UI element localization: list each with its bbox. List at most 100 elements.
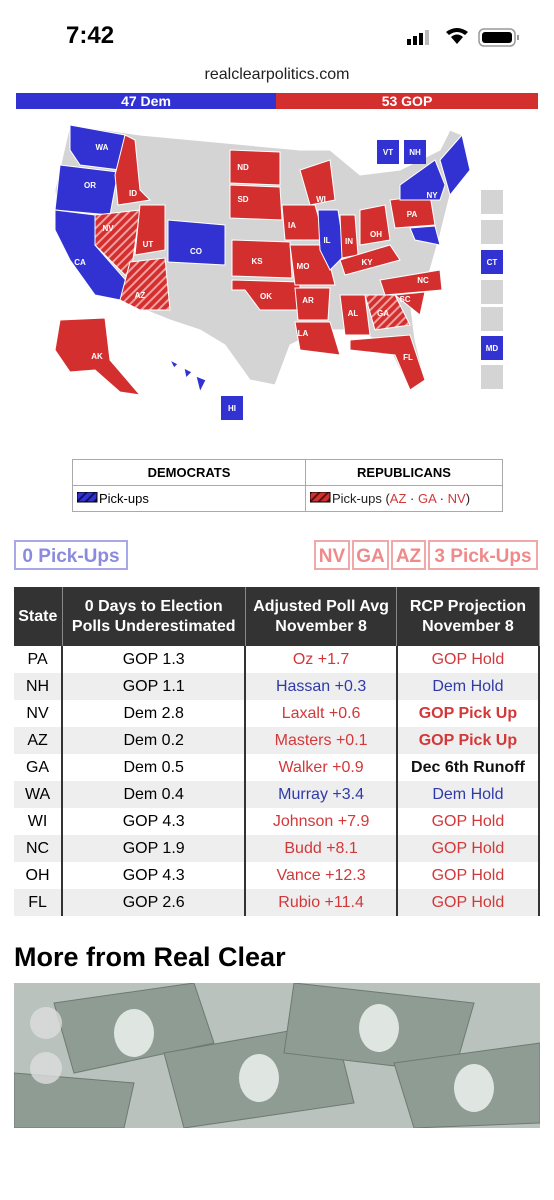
state-label: PA: [407, 210, 418, 219]
table-row: GA Dem 0.5 Walker +0.9 Dec 6th Runoff: [14, 754, 541, 781]
table-cell: AZ: [14, 727, 64, 754]
state-label: KS: [251, 257, 263, 266]
table-cell: PA: [14, 646, 64, 673]
header-line: Adjusted Poll Avg: [253, 597, 389, 615]
table-cell: OH: [14, 862, 64, 889]
state-label: HI: [228, 404, 236, 413]
table-cell: NV: [14, 700, 64, 727]
table-cell: Budd +8.1: [245, 835, 398, 862]
table-cell: GOP Hold: [396, 862, 541, 889]
table-cell: GOP 2.6: [62, 889, 247, 916]
table-cell: Dem Hold: [396, 781, 541, 808]
state-label: UT: [143, 240, 154, 249]
state-label: GA: [377, 309, 389, 318]
state-label: AK: [91, 352, 103, 361]
state-label: AL: [348, 309, 359, 318]
table-cell: Dem 0.2: [62, 727, 247, 754]
state-label: CA: [74, 258, 86, 267]
table-cell: GOP 1.9: [62, 835, 247, 862]
state-label: NH: [409, 148, 421, 157]
header-line: November 8: [422, 617, 514, 635]
legend-gop-text: Pick-ups (: [332, 491, 390, 506]
table-cell: Vance +12.3: [245, 862, 398, 889]
table-cell: NH: [14, 673, 64, 700]
table-header: RCP Projection November 8: [396, 587, 540, 646]
table-cell: Dem 0.4: [62, 781, 247, 808]
state-label: VT: [383, 148, 393, 157]
table-cell: Laxalt +0.6: [245, 700, 398, 727]
state-label: MO: [297, 262, 310, 271]
header-line: November 8: [275, 617, 367, 635]
table-cell: GOP Hold: [396, 808, 541, 835]
legend-gop-text: ): [465, 491, 471, 506]
legend-dem-row: Pick-ups: [73, 486, 306, 511]
map-legend: DEMOCRATS REPUBLICANS Pick-ups Pick-ups …: [72, 459, 503, 512]
state-label: AZ: [135, 291, 146, 300]
article-image[interactable]: [14, 983, 540, 1128]
state-label: ID: [129, 189, 137, 198]
dem-seats: 47 Dem: [16, 93, 276, 109]
table-row: WI GOP 4.3 Johnson +7.9 GOP Hold: [14, 808, 541, 835]
state-label: CT: [487, 258, 498, 267]
section-title: More from Real Clear: [14, 942, 286, 972]
state-label: ND: [237, 163, 249, 172]
table-cell: Walker +0.9: [245, 754, 398, 781]
header-line: RCP Projection: [409, 597, 526, 615]
table-row: NV Dem 2.8 Laxalt +0.6 GOP Pick Up: [14, 700, 541, 727]
table-cell: Masters +0.1: [245, 727, 398, 754]
legend-gop-row: Pick-ups (AZ · GA · NV): [306, 486, 502, 511]
legend-gop-text: NV: [447, 491, 466, 506]
legend-gop-text: AZ: [389, 491, 407, 506]
legend-dem-pickups: Pick-ups: [99, 491, 149, 506]
table-cell: Dem 2.8: [62, 700, 247, 727]
table-cell: GOP 1.1: [62, 673, 247, 700]
gop-pickup-state: GA: [352, 540, 389, 570]
state-label: WI: [316, 195, 326, 204]
table-cell: Dem 0.5: [62, 754, 247, 781]
state-label: LA: [298, 329, 309, 338]
status-time: 7:42: [66, 22, 115, 49]
table-row: AZ Dem 0.2 Masters +0.1 GOP Pick Up: [14, 727, 541, 754]
table-header: Adjusted Poll Avg November 8: [245, 587, 398, 646]
state-label: MD: [486, 344, 499, 353]
state-label: OH: [370, 230, 382, 239]
projection-table: State 0 Days to Election Polls Underestima…: [14, 587, 541, 916]
gop-pickup-state: NV: [314, 540, 350, 570]
state-label: CO: [190, 247, 202, 256]
table-cell: GOP Hold: [396, 646, 541, 673]
state-label: AR: [302, 296, 314, 305]
legend-gop-text: ·: [406, 491, 418, 506]
address-bar[interactable]: realclearpolitics.com: [204, 66, 350, 83]
table-cell: GOP Pick Up: [396, 700, 541, 727]
state-label: IL: [323, 236, 330, 245]
state-label: NY: [426, 191, 438, 200]
state-label: OR: [84, 181, 96, 190]
legend-gop-text: GA: [417, 491, 437, 506]
state-label: IN: [345, 237, 353, 246]
state-label: SD: [237, 195, 248, 204]
state-label: KY: [361, 258, 373, 267]
table-cell: GOP Hold: [396, 889, 541, 916]
table-cell: GOP 4.3: [62, 808, 247, 835]
state-label: NV: [102, 224, 114, 233]
table-row: NH GOP 1.1 Hassan +0.3 Dem Hold: [14, 673, 541, 700]
legend-gop-text: ·: [436, 491, 448, 506]
table-cell: Murray +3.4: [245, 781, 398, 808]
table-cell: Dec 6th Runoff: [396, 754, 541, 781]
table-row: NC GOP 1.9 Budd +8.1 GOP Hold: [14, 835, 541, 862]
header-line: 0 Days to Election: [84, 597, 223, 615]
gop-pickups: 3 Pick-Ups: [428, 540, 538, 570]
dem-pickups: 0 Pick-Ups: [14, 540, 128, 570]
table-cell: Hassan +0.3: [245, 673, 398, 700]
table-row: PA GOP 1.3 Oz +1.7 GOP Hold: [14, 646, 541, 673]
gop-pickup-state: AZ: [391, 540, 426, 570]
table-cell: WI: [14, 808, 64, 835]
state-label: OK: [260, 292, 272, 301]
table-cell: WA: [14, 781, 64, 808]
table-cell: Johnson +7.9: [245, 808, 398, 835]
senate-map: WA OR CA ID NV UT AZ CO ND SD KS OK AK HI IA MO AR LA WI IL…: [54, 124, 503, 420]
table-cell: GOP 4.3: [62, 862, 247, 889]
table-row: OH GOP 4.3 Vance +12.3 GOP Hold: [14, 862, 541, 889]
table-header: State: [14, 587, 63, 646]
